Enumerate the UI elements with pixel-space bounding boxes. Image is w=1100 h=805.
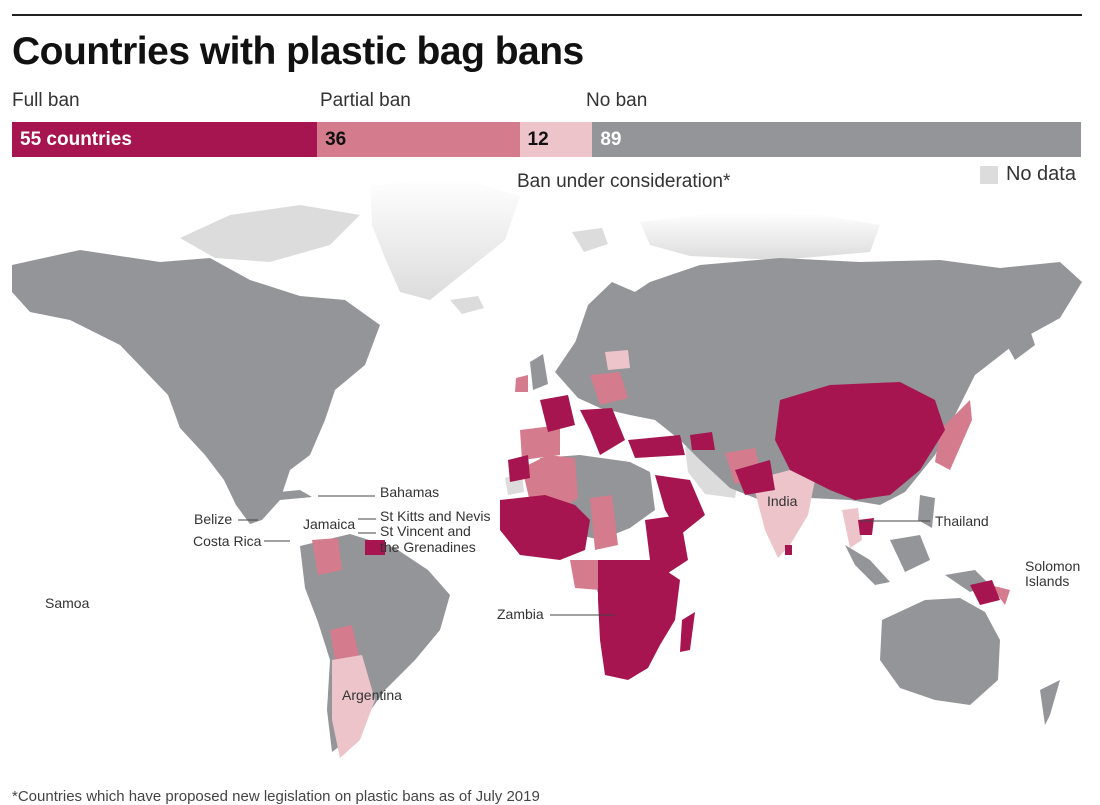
central-southern-africa bbox=[598, 560, 680, 680]
russian-arctic bbox=[640, 212, 880, 260]
poland-region bbox=[605, 350, 630, 370]
eurasia bbox=[555, 258, 1082, 505]
china-mongolia bbox=[775, 382, 945, 500]
svalbard bbox=[572, 228, 608, 252]
count-bar: 55 countries 36 12 89 bbox=[12, 122, 1081, 157]
consideration-count: 12 bbox=[527, 128, 549, 150]
pakistan-bangladesh bbox=[735, 460, 775, 495]
cambodia bbox=[858, 518, 874, 535]
canadian-arctic-islands bbox=[180, 205, 360, 262]
borneo bbox=[890, 535, 930, 572]
zambia-label: Zambia bbox=[497, 606, 544, 622]
bahamas-label: Bahamas bbox=[380, 484, 439, 500]
no-data-regions bbox=[180, 178, 880, 498]
partial-ban-segment: 36 bbox=[317, 122, 520, 157]
new-zealand bbox=[1040, 680, 1060, 725]
thailand-label: Thailand bbox=[935, 513, 989, 529]
india-label: India bbox=[767, 493, 798, 509]
greenland bbox=[370, 178, 520, 300]
no-ban-segment: 89 bbox=[592, 122, 1081, 157]
full-ban-count: 55 countries bbox=[20, 128, 132, 150]
sumatra-java bbox=[845, 545, 890, 585]
turkey bbox=[628, 435, 685, 458]
top-rule bbox=[12, 14, 1082, 16]
north-america bbox=[12, 250, 380, 524]
st-vincent-label-line2: the Grenadines bbox=[380, 539, 476, 555]
australia bbox=[880, 598, 1000, 705]
caucasus bbox=[690, 432, 715, 450]
samoa-label: Samoa bbox=[45, 595, 90, 611]
consideration-segment: 12 bbox=[519, 122, 593, 157]
no-data-legend: No data bbox=[979, 163, 1076, 186]
solomon-label-line1: Solomon bbox=[1025, 558, 1080, 574]
no-data-swatch bbox=[979, 165, 998, 184]
guyana-region bbox=[365, 540, 385, 555]
philippines bbox=[918, 495, 935, 528]
partial-ban-count: 36 bbox=[325, 128, 347, 150]
jamaica-label: Jamaica bbox=[303, 516, 355, 532]
ireland bbox=[515, 375, 528, 392]
argentina bbox=[332, 655, 375, 758]
morocco bbox=[508, 455, 530, 482]
footnote: *Countries which have proposed new legis… bbox=[12, 788, 540, 805]
madagascar bbox=[680, 612, 695, 652]
colombia bbox=[312, 538, 342, 575]
no-ban-count: 89 bbox=[600, 128, 622, 150]
full-ban-segment: 55 countries bbox=[12, 122, 318, 157]
arabian-peninsula bbox=[655, 475, 705, 535]
west-africa-coast bbox=[570, 560, 600, 590]
papua-new-guinea bbox=[970, 580, 1000, 605]
partial-ban-label: Partial ban bbox=[320, 90, 411, 111]
partial-ban-regions bbox=[312, 372, 1010, 690]
iceland bbox=[450, 296, 484, 314]
sri-lanka bbox=[785, 545, 792, 555]
solomon-label-line2: Islands bbox=[1025, 573, 1069, 589]
st-kitts-label: St Kitts and Nevis bbox=[380, 508, 491, 524]
central-europe bbox=[590, 372, 628, 405]
russia-far-east bbox=[990, 300, 1035, 360]
no-ban-label: No ban bbox=[586, 90, 648, 111]
west-africa bbox=[500, 495, 590, 560]
st-vincent-label-line1: St Vincent and bbox=[380, 523, 471, 539]
full-ban-regions bbox=[365, 382, 1000, 680]
leader-lines bbox=[238, 495, 930, 616]
map-labels: Bahamas Belize Jamaica St Kitts and Nevi… bbox=[45, 484, 1080, 703]
india bbox=[752, 470, 815, 558]
france bbox=[540, 395, 575, 432]
japan bbox=[935, 400, 972, 470]
no-data-label: No data bbox=[1005, 163, 1076, 185]
costa-rica-label: Costa Rica bbox=[193, 533, 262, 549]
argentina-label: Argentina bbox=[342, 687, 402, 703]
cuba bbox=[268, 490, 312, 500]
belize-label: Belize bbox=[194, 511, 232, 527]
thailand bbox=[842, 508, 862, 548]
full-ban-label: Full ban bbox=[12, 90, 80, 111]
uk bbox=[530, 354, 548, 390]
italy-balkans bbox=[580, 408, 625, 455]
scandinavia bbox=[575, 282, 635, 362]
iberia bbox=[520, 425, 560, 460]
chart-title: Countries with plastic bag bans bbox=[12, 30, 584, 73]
chad-sudan bbox=[590, 495, 618, 550]
consideration-legend: Ban under consideration* bbox=[517, 171, 731, 192]
